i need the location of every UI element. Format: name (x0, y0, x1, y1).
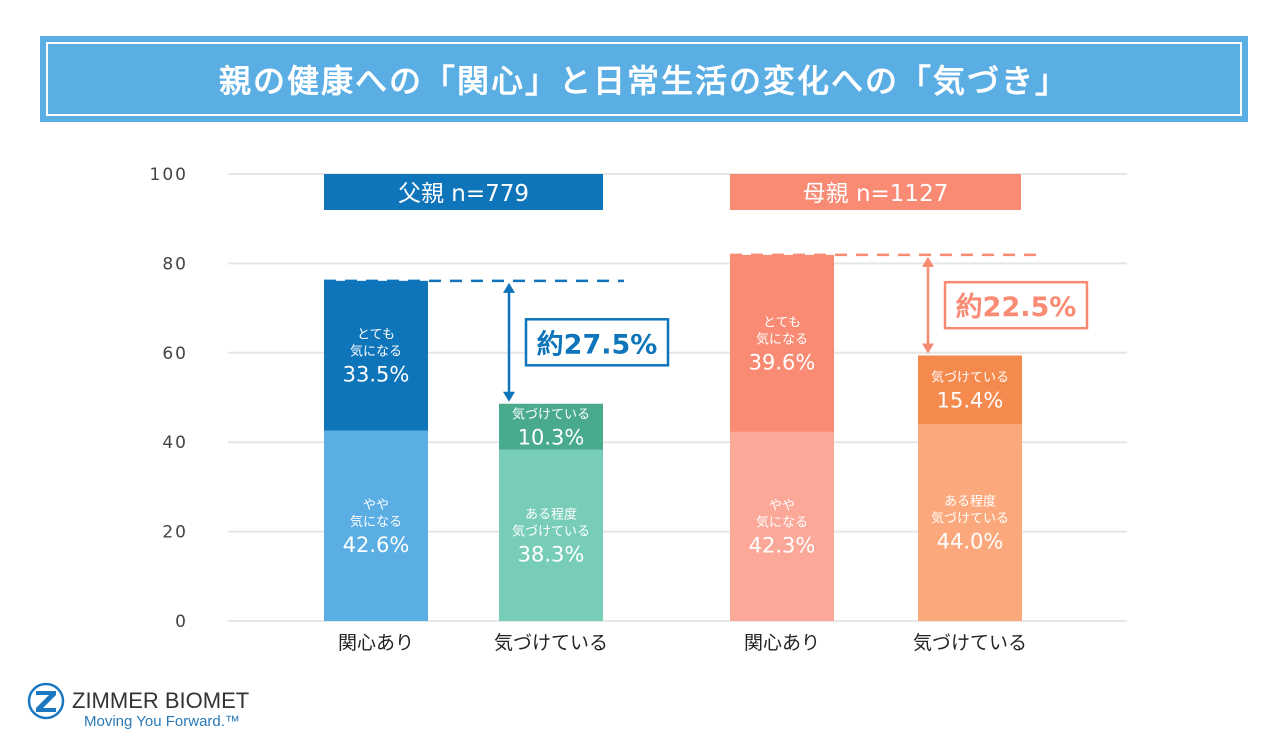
segment-label: やや (363, 498, 389, 513)
segment-label: ある程度 (944, 494, 996, 510)
logo-brand: ZIMMER BIOMET (72, 688, 249, 713)
segment-value: 42.6% (343, 533, 410, 557)
gap-annotation-box (943, 280, 1089, 330)
x-category-label: 気づけている (913, 632, 1027, 654)
x-category-label: 関心あり (338, 632, 414, 654)
segment-label: 気になる (350, 344, 402, 360)
bar-segment (324, 280, 428, 431)
segment-label: 気になる (350, 514, 402, 530)
bar-segment (730, 254, 834, 432)
y-tick-label: 80 (162, 254, 188, 274)
group-label: 母親 n=1127 (803, 181, 949, 207)
arrow-head-icon (922, 256, 934, 354)
group-label-box (324, 174, 603, 210)
bar-segment (324, 430, 428, 621)
title-bar: 親の健康への「関心」と日常生活の変化への「気づき」 (40, 36, 1248, 122)
segment-label: 気になる (756, 331, 808, 347)
x-category-label: 関心あり (744, 632, 820, 654)
segment-label: 気になる (756, 514, 808, 530)
segment-label: 気づけている (512, 523, 590, 539)
x-category-label: 気づけている (494, 632, 608, 654)
segment-label: 気づけている (931, 369, 1009, 385)
segment-value: 44.0% (937, 530, 1004, 554)
y-tick-label: 0 (175, 612, 188, 632)
bar-segment (918, 424, 1022, 621)
segment-label: 気づけている (931, 511, 1009, 527)
segment-value: 10.3% (518, 425, 585, 449)
segment-value: 38.3% (518, 542, 585, 566)
logo-tagline: Moving You Forward.™ (84, 713, 240, 730)
chart-title: 親の健康への「関心」と日常生活の変化への「気づき」 (46, 42, 1242, 116)
segment-value: 39.6% (749, 350, 816, 374)
segment-value: 15.4% (937, 388, 1004, 412)
segment-label: とても (763, 315, 801, 330)
group-label-box (730, 174, 1021, 210)
bar-segment (499, 403, 603, 450)
gap-annotation-box (524, 318, 670, 367)
segment-label: ある程度 (525, 506, 577, 522)
segment-label: とても (357, 328, 395, 343)
segment-label: 気づけている (512, 406, 590, 422)
segment-value: 33.5% (343, 363, 410, 387)
gap-annotation: 約22.5% (956, 291, 1077, 323)
gap-annotation: 約27.5% (537, 328, 658, 360)
y-tick-label: 20 (162, 523, 188, 543)
group-label: 父親 n=779 (398, 181, 529, 207)
y-tick-label: 60 (162, 344, 188, 364)
zimmer-biomet-logo: ZIMMER BIOMET Moving You Forward.™ (26, 680, 256, 734)
segment-label: やや (769, 498, 795, 513)
bar-segment (499, 449, 603, 621)
y-tick-label: 40 (162, 433, 188, 453)
bar-segment (730, 431, 834, 621)
y-tick-label: 100 (150, 165, 188, 185)
segment-value: 42.3% (749, 533, 816, 557)
bar-segment (918, 355, 1022, 425)
